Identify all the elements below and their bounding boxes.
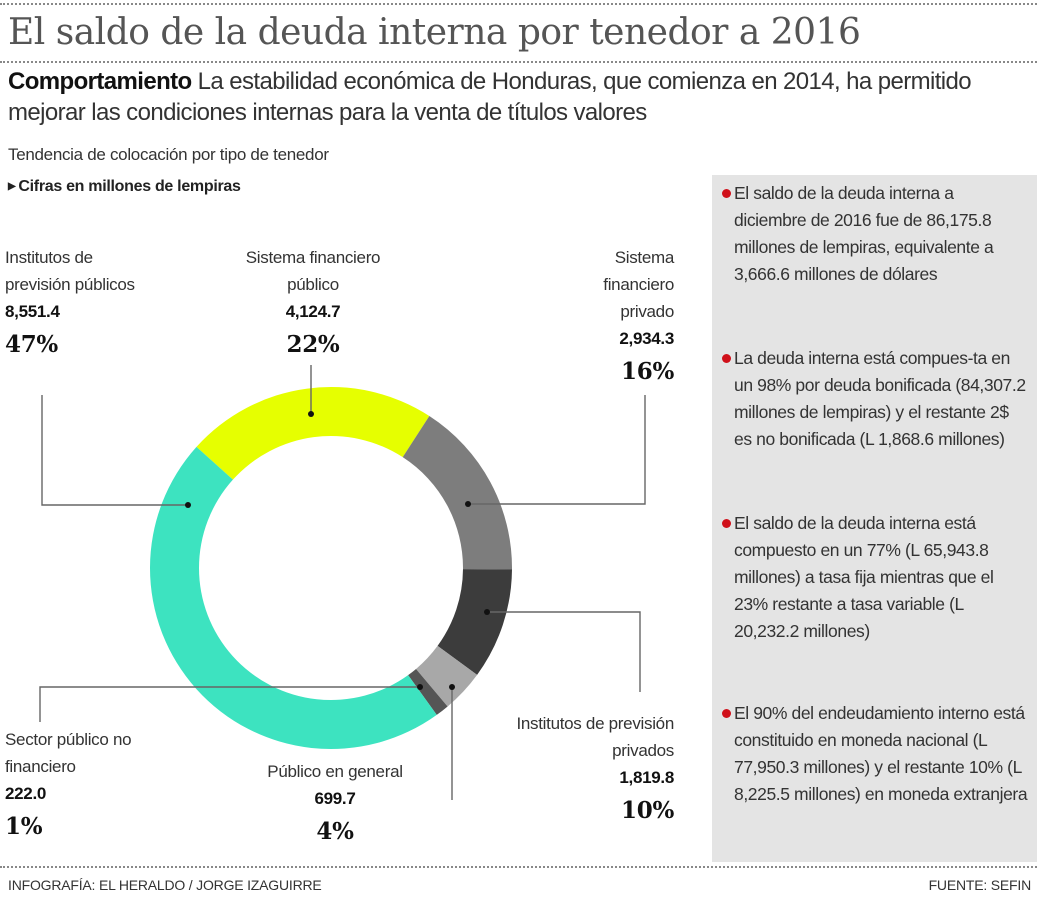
fact-item: El saldo de la deuda interna está compue…	[722, 510, 1030, 645]
leader-dot	[449, 684, 455, 690]
label-institutos-publicos: Institutos de previsión públicos 8,551.4…	[5, 244, 145, 358]
leader-dot	[465, 501, 471, 507]
slice-value: 222.0	[5, 784, 47, 803]
title-dotted-rule	[0, 61, 1037, 63]
donut-slices	[149, 387, 512, 750]
slice-name: Sistema financiero privado	[603, 248, 674, 321]
top-dotted-rule	[0, 3, 1037, 5]
leader-dot	[417, 684, 423, 690]
source: FUENTE: SEFIN	[928, 877, 1032, 893]
label-sector-publico: Sector público no financiero 222.0 1%	[5, 726, 145, 840]
leader-lines	[39, 365, 646, 800]
bullet-icon	[722, 709, 731, 718]
slice-value: 699.7	[314, 789, 356, 808]
bullet-icon	[722, 519, 731, 528]
label-institutos-privados: Institutos de previsión privados 1,819.8…	[500, 710, 674, 824]
facts-sidebar: El saldo de la deuda interna a diciembre…	[712, 175, 1037, 862]
bullet-icon	[722, 354, 731, 363]
triangle-icon: ▶	[8, 181, 16, 192]
leader-line	[487, 611, 641, 692]
donut-chart	[39, 365, 646, 800]
slice-name: Institutos de previsión privados	[516, 714, 674, 760]
slice-name: Sector público no financiero	[5, 730, 132, 776]
slice-value: 8,551.4	[5, 302, 60, 321]
donut-slice-2	[402, 416, 512, 570]
slice-value: 4,124.7	[285, 302, 341, 321]
label-sistema-privado: Sistema financiero privado 2,934.3 16%	[560, 244, 674, 385]
fact-item: El saldo de la deuda interna a diciembre…	[722, 180, 1030, 288]
units-text: Cifras en millones de lempiras	[18, 178, 241, 195]
subtitle-lead: Comportamiento	[8, 68, 192, 95]
subtitle: Comportamiento La estabilidad económica …	[8, 66, 1008, 128]
donut-slice-1	[196, 387, 430, 480]
label-publico-general: Público en general 699.7 4%	[240, 758, 430, 845]
slice-percent: 47%	[5, 331, 58, 358]
slice-percent: 22%	[286, 331, 340, 358]
credit: INFOGRAFÍA: EL HERALDO / JORGE IZAGUIRRE	[8, 877, 322, 893]
leader-dot	[308, 411, 314, 417]
label-sistema-publico: Sistema financiero público 4,124.7 22%	[218, 244, 408, 358]
slice-name: Público en general	[267, 762, 403, 781]
slice-name: Institutos de previsión públicos	[5, 248, 135, 294]
slice-value: 1,819.8	[619, 768, 674, 787]
leader-dot	[185, 502, 191, 508]
page-title: El saldo de la deuda interna por tenedor…	[8, 12, 861, 53]
subtitle-text: La estabilidad económica de Honduras, qu…	[8, 68, 972, 126]
slice-value: 2,934.3	[619, 329, 674, 348]
footer-dotted-rule	[0, 866, 1037, 868]
leader-line	[468, 395, 646, 505]
slice-percent: 16%	[621, 358, 674, 385]
units-note: ▶ Cifras en millones de lempiras	[8, 178, 241, 196]
slice-percent: 4%	[316, 818, 354, 845]
leader-dot	[484, 609, 490, 615]
slice-percent: 10%	[621, 797, 674, 824]
donut-slice-3	[437, 569, 512, 675]
slice-name: Sistema financiero público	[245, 248, 381, 294]
donut-slice-4	[416, 645, 478, 707]
leader-line	[39, 686, 420, 722]
slice-percent: 1%	[5, 813, 43, 840]
fact-item: El 90% del endeudamiento interno está co…	[722, 700, 1030, 808]
bullet-icon	[722, 189, 731, 198]
chart-caption: Tendencia de colocación por tipo de tene…	[8, 145, 329, 164]
leader-line	[41, 395, 188, 506]
fact-item: La deuda interna está compues-ta en un 9…	[722, 345, 1030, 453]
donut-slice-5	[408, 668, 448, 715]
donut-slice-6	[149, 446, 437, 750]
